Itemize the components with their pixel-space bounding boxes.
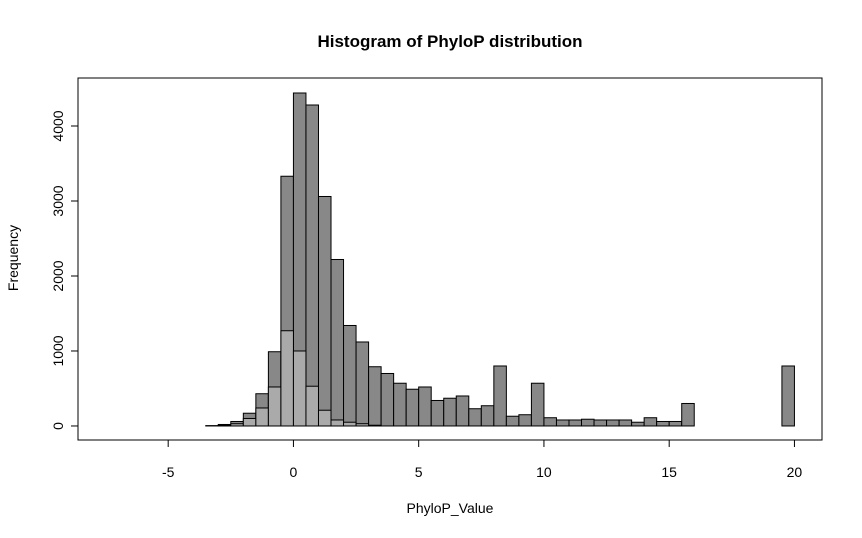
histogram-bar bbox=[568, 419, 583, 427]
histogram-bar bbox=[681, 402, 695, 427]
histogram-bar bbox=[618, 419, 633, 427]
histogram-bar bbox=[543, 417, 557, 427]
histogram-bar bbox=[255, 407, 269, 427]
histogram-bar bbox=[593, 419, 608, 427]
histogram-bar bbox=[305, 385, 319, 427]
histogram-bar bbox=[343, 421, 357, 427]
chart-title: Histogram of PhyloP distribution bbox=[317, 32, 582, 51]
plot-frame bbox=[77, 77, 823, 441]
x-tick-label: 10 bbox=[536, 464, 552, 480]
histogram-bar bbox=[330, 258, 345, 427]
histogram-bar bbox=[343, 324, 357, 427]
y-tick-label: 1000 bbox=[50, 335, 66, 366]
histogram-bar bbox=[393, 382, 407, 427]
histogram-bar bbox=[217, 424, 232, 427]
histogram-bar bbox=[317, 409, 332, 427]
histogram-bar bbox=[606, 419, 620, 427]
histogram-bar bbox=[530, 382, 545, 427]
y-tick-label: 3000 bbox=[50, 185, 66, 216]
histogram-bar bbox=[405, 388, 420, 427]
histogram-bar bbox=[317, 195, 332, 427]
histogram-bar bbox=[355, 423, 370, 427]
histogram-bar bbox=[505, 415, 520, 427]
histogram-bar bbox=[493, 365, 507, 427]
histogram-bar bbox=[631, 421, 645, 427]
x-axis-label: PhyloP_Value bbox=[407, 500, 494, 516]
histogram-bar bbox=[368, 424, 382, 427]
x-tick-label: 0 bbox=[290, 464, 298, 480]
histogram-bar bbox=[418, 386, 432, 427]
histogram-bar bbox=[480, 405, 495, 427]
x-tick-label: 20 bbox=[787, 464, 803, 480]
histogram-bar bbox=[267, 386, 282, 427]
histogram-bar bbox=[518, 414, 532, 427]
histogram-bar bbox=[468, 408, 482, 427]
histogram-bar bbox=[305, 104, 319, 427]
y-axis-label: Frequency bbox=[5, 225, 21, 291]
y-tick-label: 0 bbox=[50, 422, 66, 430]
histogram-bar bbox=[380, 372, 395, 427]
histogram-bar bbox=[555, 419, 570, 427]
histogram-bar bbox=[430, 399, 445, 427]
x-tick-label: 5 bbox=[415, 464, 423, 480]
histogram-bar bbox=[330, 419, 345, 427]
histogram-bar bbox=[455, 395, 470, 427]
histogram-bar bbox=[443, 397, 457, 427]
histogram-bar bbox=[280, 330, 294, 427]
histogram-bar bbox=[368, 366, 382, 427]
x-tick-label: -5 bbox=[162, 464, 175, 480]
histogram-bar bbox=[643, 417, 658, 427]
histogram-bar bbox=[581, 418, 595, 427]
histogram-bar bbox=[242, 417, 257, 427]
histogram-bar bbox=[656, 420, 670, 427]
x-tick-label: 15 bbox=[661, 464, 677, 480]
histogram-bar bbox=[292, 350, 307, 427]
histogram-bar bbox=[230, 423, 244, 427]
y-tick-label: 2000 bbox=[50, 260, 66, 291]
histogram-bar bbox=[781, 365, 795, 427]
histogram-bar bbox=[668, 420, 683, 427]
histogram-bar bbox=[355, 341, 370, 427]
y-tick-label: 4000 bbox=[50, 110, 66, 141]
